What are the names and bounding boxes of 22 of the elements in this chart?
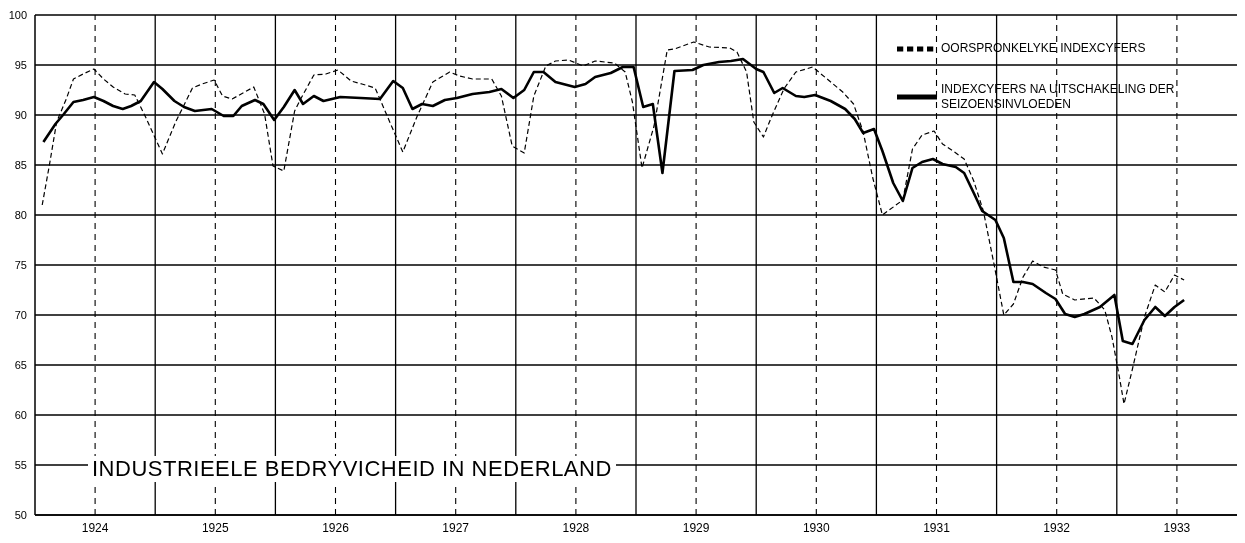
y-tick-label: 70 [14, 308, 27, 321]
x-tick-label: 1929 [682, 520, 710, 535]
y-tick-label: 55 [14, 458, 27, 471]
x-tick-label: 1928 [562, 520, 590, 535]
y-tick-label: 90 [14, 108, 27, 121]
y-tick-label: 60 [14, 408, 27, 421]
x-tick-label: 1931 [923, 520, 951, 535]
y-tick-label: 50 [14, 508, 27, 521]
x-tick-label: 1924 [81, 520, 109, 535]
y-tick-label: 85 [14, 158, 27, 171]
x-tick-label: 1925 [201, 520, 229, 535]
x-tick-label: 1926 [322, 520, 350, 535]
y-tick-label: 95 [14, 58, 27, 71]
x-tick-label: 1932 [1043, 520, 1071, 535]
y-tick-label: 75 [14, 258, 27, 271]
y-tick-label: 100 [8, 8, 27, 21]
x-tick-label: 1927 [442, 520, 470, 535]
y-tick-label: 80 [14, 208, 27, 221]
y-tick-label: 65 [14, 358, 27, 371]
text: INDUSTRIEELE BEDRYVICHEID IN NEDERLAND [88, 456, 616, 482]
x-tick-label: 1933 [1163, 520, 1191, 535]
x-tick-label: 1930 [802, 520, 830, 535]
